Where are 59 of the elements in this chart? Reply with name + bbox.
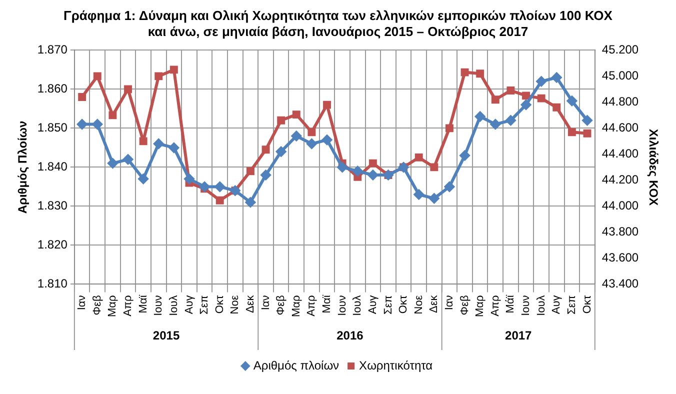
x-tick-label: Δεκ	[244, 294, 256, 313]
legend-label: Αριθμός πλοίων	[253, 358, 340, 372]
x-tick-label: Νοε	[229, 295, 242, 314]
x-tick-label: Ιουν	[336, 294, 348, 316]
x-tick-label: Απρ	[122, 295, 134, 316]
y-tick-label: 1.830	[37, 198, 68, 213]
x-tick-label: Ιουλ	[535, 294, 548, 316]
text: 2017	[505, 328, 532, 342]
legend-label: Χωρητικότητα	[359, 358, 433, 372]
x-tick-label: Αυγ	[183, 294, 196, 314]
x-tick-label: Ιουλ	[168, 294, 180, 316]
x-tick-label: Οκτ	[214, 294, 226, 314]
y2-tick-label: 44.200	[602, 172, 639, 187]
y2-tick-label: 43.600	[602, 250, 639, 265]
x-tick-label: Ιαν	[444, 294, 456, 310]
x-tick-label: Σεπ	[566, 294, 578, 315]
x-tick-label: Σεπ	[382, 294, 394, 315]
x-tick-label: Μάϊ	[504, 294, 517, 314]
y2-tick-label: 44.600	[602, 120, 639, 135]
text: 2016	[336, 328, 364, 342]
x-tick-label: Μαϊ	[321, 294, 334, 314]
x-tick-label: Ιουν	[152, 294, 165, 316]
y2-axis-title: Χιλιάδες ΚΟΧ	[646, 128, 660, 206]
y-tick-label: 1.870	[37, 42, 68, 57]
x-tick-label: Μαρ	[290, 295, 302, 317]
chart-title: Γράφημα 1: Δύναμη και Ολική Χωρητικότητα των ελληνικών εμπορικών πλοίων 100 ΚΟΧ και άνω, σε μηνιαία βάση, Ιανουάριος 2015 – Οκτώβριος 2017	[62, 8, 614, 40]
x-tick-label: Οκτ	[581, 294, 594, 314]
y2-tick-label: 45.000	[602, 68, 639, 83]
x-tick-label: Ιουν	[520, 294, 532, 316]
x-tick-label: Ιουλ	[352, 294, 364, 316]
text: 2015	[152, 328, 180, 342]
y-tick-label: 1.850	[37, 120, 68, 135]
y2-tick-label: 44.000	[602, 198, 639, 213]
x-tick-label: Ιαν	[260, 294, 272, 310]
x-tick-label: Νοε	[412, 295, 425, 314]
x-tick-label: Δεκ	[428, 294, 440, 313]
y-tick-label: 1.860	[37, 82, 68, 96]
y2-tick-label: 43.400	[602, 276, 639, 291]
y2-tick-label: 43.800	[602, 224, 639, 239]
y-tick-label: 1.840	[37, 160, 68, 174]
x-tick-label: Απρ	[306, 295, 318, 316]
x-tick-label: Αυγ	[550, 294, 563, 314]
x-tick-label: Μαρ	[474, 295, 486, 317]
x-tick-label: Απρ	[489, 295, 502, 316]
x-tick-label: Φεβ	[458, 295, 471, 316]
y2-tick-label: 44.400	[602, 146, 639, 161]
y2-tick-label: 45.200	[602, 42, 639, 57]
x-tick-label: Μαϊ	[137, 294, 150, 314]
y-axis-title: Αριθμός Πλοίων	[16, 120, 30, 214]
x-tick-label: Φεβ	[91, 295, 104, 316]
x-tick-label: Αυγ	[366, 294, 379, 314]
x-tick-label: Ιαν	[76, 294, 88, 310]
x-tick-label: Σεπ	[198, 294, 211, 315]
x-tick-label: Μαρ	[106, 295, 119, 317]
y-tick-label: 1.820	[37, 238, 68, 252]
y2-tick-label: 44.800	[602, 94, 639, 109]
x-tick-label: Οκτ	[398, 294, 410, 314]
x-tick-label: Φεβ	[275, 295, 288, 316]
y-tick-label: 1.810	[37, 276, 68, 291]
